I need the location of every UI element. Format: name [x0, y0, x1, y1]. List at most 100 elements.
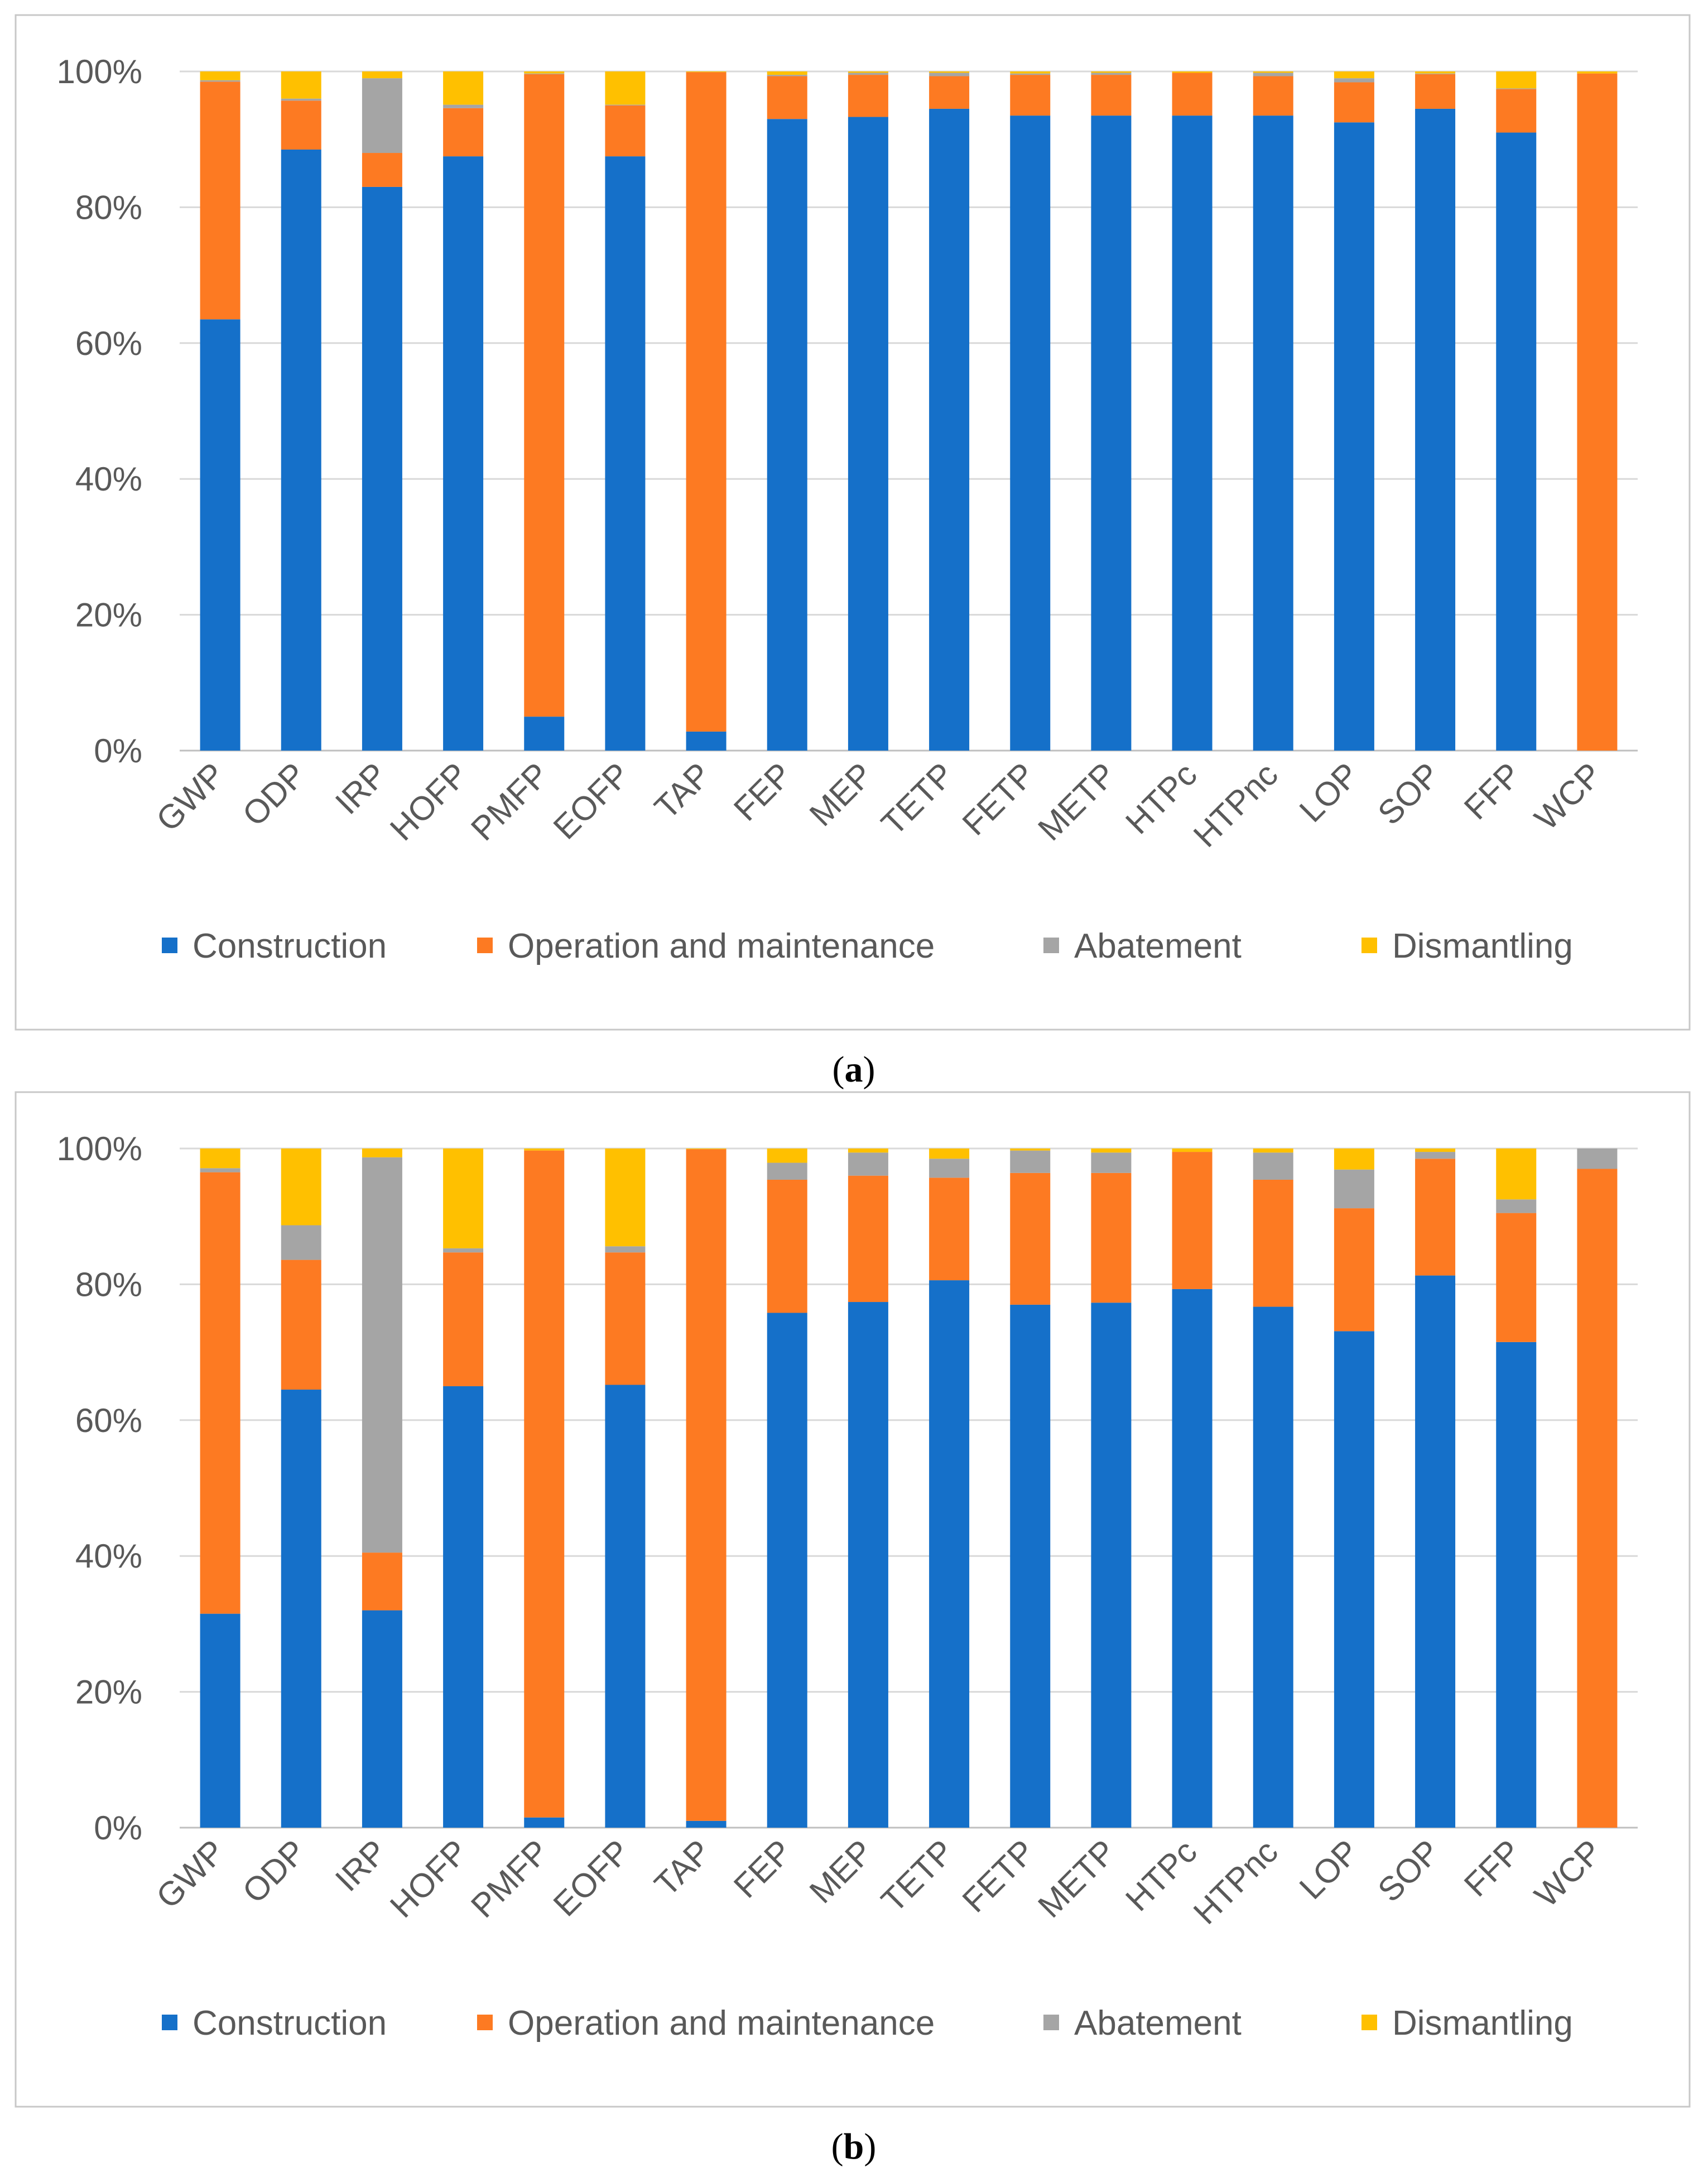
- bar-segment-irp-construction: [362, 186, 402, 751]
- bar-segment-eofp-construction: [605, 156, 646, 751]
- bar-segment-fetp-construction: [1010, 1304, 1051, 1828]
- legend-label: Abatement: [1074, 927, 1242, 965]
- y-tick-label: 20%: [75, 1674, 142, 1711]
- bar-segment-sop-construction: [1415, 1275, 1456, 1828]
- bar-segment-hofp-abatement: [443, 104, 484, 108]
- bar-segment-metp-dismantling: [1091, 1148, 1132, 1153]
- bar-segment-odp-abatement: [281, 98, 321, 101]
- bar-segment-htpnc-construction: [1253, 1306, 1293, 1828]
- bar-segment-irp-construction: [362, 1610, 402, 1828]
- bar-segment-lop-construction: [1334, 1331, 1374, 1828]
- bar-segment-metp-abatement: [1091, 73, 1132, 75]
- bar-segment-irp-operation-and-maintenance: [362, 153, 402, 187]
- bar-segment-pmfp-operation-and-maintenance: [524, 74, 565, 717]
- bar-segment-gwp-operation-and-maintenance: [200, 81, 240, 320]
- bar-segment-eofp-construction: [605, 1385, 646, 1828]
- bar-segment-hofp-operation-and-maintenance: [443, 1252, 484, 1386]
- bar-segment-mep-dismantling: [848, 71, 888, 73]
- bar-segment-htpc-construction: [1172, 1289, 1213, 1828]
- bar-segment-tetp-dismantling: [929, 71, 970, 73]
- bar-segment-lop-dismantling: [1334, 71, 1374, 79]
- bar-segment-sop-abatement: [1415, 1152, 1456, 1159]
- bar-segment-lop-abatement: [1334, 78, 1374, 83]
- legend-item: Dismantling: [1361, 2004, 1573, 2043]
- bar-segment-wcp-dismantling: [1577, 71, 1618, 74]
- bar-segment-tetp-construction: [929, 1280, 970, 1828]
- legend-item: Abatement: [1043, 927, 1242, 965]
- bar-segment-irp-dismantling: [362, 71, 402, 79]
- bar-segment-pmfp-dismantling: [524, 71, 565, 74]
- bar-segment-tap-operation-and-maintenance: [686, 72, 726, 732]
- bar-segment-pmfp-operation-and-maintenance: [524, 1150, 565, 1818]
- bar-segment-eofp-operation-and-maintenance: [605, 1252, 646, 1385]
- bar-segment-fetp-operation-and-maintenance: [1010, 75, 1051, 116]
- bar-segment-mep-construction: [848, 117, 888, 751]
- y-tick-label: 40%: [75, 460, 142, 498]
- bar-segment-metp-abatement: [1091, 1152, 1132, 1173]
- bar-segment-eofp-dismantling: [605, 71, 646, 105]
- y-tick-label: 20%: [75, 597, 142, 634]
- bar-segment-sop-operation-and-maintenance: [1415, 1159, 1456, 1276]
- bar-segment-tetp-operation-and-maintenance: [929, 1178, 970, 1281]
- bar-segment-tap-dismantling: [686, 1148, 726, 1150]
- bar-segment-tetp-operation-and-maintenance: [929, 76, 970, 109]
- bar-segment-ffp-abatement: [1496, 88, 1537, 89]
- bar-segment-gwp-abatement: [200, 1168, 240, 1172]
- bar-segment-metp-construction: [1091, 1303, 1132, 1828]
- y-tick-label: 0%: [94, 1809, 142, 1847]
- bar-segment-fep-abatement: [767, 1162, 807, 1180]
- legend-item: Dismantling: [1361, 927, 1573, 965]
- caption-letter: b: [844, 2126, 864, 2167]
- legend-label: Abatement: [1074, 2004, 1242, 2043]
- bar-segment-lop-construction: [1334, 122, 1374, 751]
- bar-segment-tap-construction: [686, 731, 726, 751]
- legend-label: Dismantling: [1392, 927, 1573, 965]
- legend-label: Construction: [193, 2004, 387, 2043]
- bar-segment-odp-operation-and-maintenance: [281, 100, 321, 150]
- legend-swatch: [477, 2015, 493, 2030]
- bar-segment-gwp-construction: [200, 319, 240, 751]
- bar-segment-gwp-dismantling: [200, 1148, 240, 1169]
- bar-segment-sop-construction: [1415, 108, 1456, 751]
- bar-segment-tetp-dismantling: [929, 1148, 970, 1159]
- bar-segment-ffp-construction: [1496, 1342, 1537, 1828]
- legend-swatch: [1361, 938, 1377, 953]
- bar-segment-sop-dismantling: [1415, 1148, 1456, 1152]
- bar-segment-metp-construction: [1091, 116, 1132, 751]
- bar-segment-gwp-abatement: [200, 80, 240, 82]
- bar-segment-mep-operation-and-maintenance: [848, 1175, 888, 1303]
- legend-item: Operation and maintenance: [477, 2004, 935, 2043]
- bar-segment-hofp-abatement: [443, 1248, 484, 1253]
- bar-segment-ffp-operation-and-maintenance: [1496, 89, 1537, 133]
- bar-segment-fep-operation-and-maintenance: [767, 1179, 807, 1313]
- y-tick-label: 80%: [75, 189, 142, 226]
- y-tick-label: 60%: [75, 1402, 142, 1439]
- y-tick-label: 40%: [75, 1537, 142, 1575]
- bar-segment-htpc-operation-and-maintenance: [1172, 1152, 1213, 1289]
- caption-close-paren: ): [864, 2126, 876, 2167]
- legend-swatch: [162, 2015, 177, 2030]
- legend-swatch: [1043, 938, 1059, 953]
- bar-segment-htpnc-dismantling: [1253, 71, 1293, 73]
- caption-open-paren: (: [833, 1049, 845, 1090]
- bar-segment-mep-abatement: [848, 1152, 888, 1176]
- bar-segment-wcp-operation-and-maintenance: [1577, 1169, 1618, 1828]
- bar-segment-eofp-dismantling: [605, 1148, 646, 1247]
- bar-segment-tap-dismantling: [686, 71, 726, 73]
- caption-close-paren: ): [863, 1049, 875, 1090]
- legend-swatch: [1043, 2015, 1059, 2030]
- legend-swatch: [477, 938, 493, 953]
- bar-segment-ffp-abatement: [1496, 1199, 1537, 1213]
- bar-segment-sop-dismantling: [1415, 71, 1456, 74]
- bar-segment-lop-dismantling: [1334, 1148, 1374, 1170]
- bar-segment-htpnc-dismantling: [1253, 1148, 1293, 1153]
- bar-segment-htpnc-operation-and-maintenance: [1253, 1179, 1293, 1307]
- bar-segment-odp-operation-and-maintenance: [281, 1260, 321, 1390]
- bar-segment-ffp-construction: [1496, 132, 1537, 751]
- bar-segment-lop-operation-and-maintenance: [1334, 82, 1374, 123]
- bar-segment-htpnc-abatement: [1253, 73, 1293, 76]
- bar-segment-ffp-operation-and-maintenance: [1496, 1213, 1537, 1342]
